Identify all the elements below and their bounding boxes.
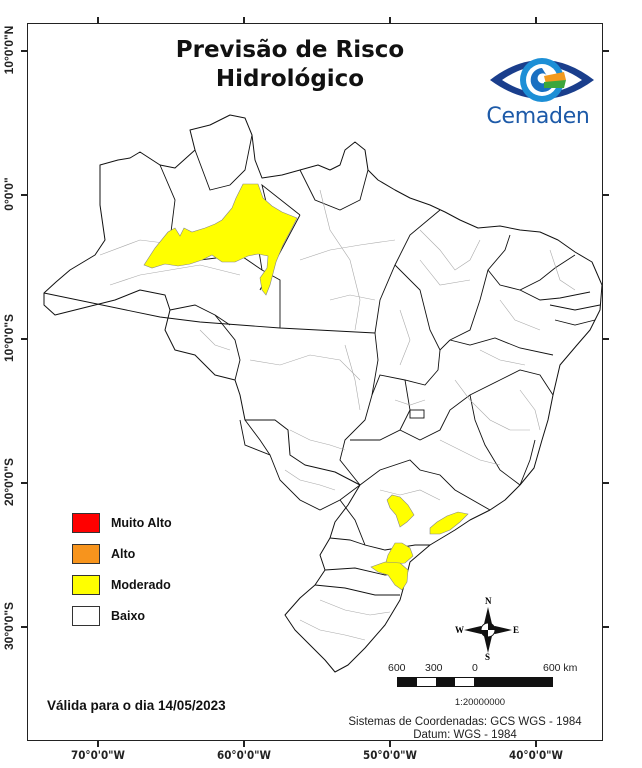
distrito-federal	[409, 409, 425, 419]
compass-w: W	[455, 625, 464, 635]
swatch-baixo	[72, 605, 100, 626]
brazil-risk-map	[43, 114, 602, 673]
legend-label: Moderado	[111, 577, 171, 592]
legend-item-muito-alto: Muito Alto	[72, 507, 172, 538]
scale-label-0: 0	[472, 662, 478, 674]
lat-tick	[603, 338, 609, 340]
validity-date: Válida para o dia 14/05/2023	[47, 698, 226, 713]
swatch-alto	[72, 543, 100, 564]
legend-item-alto: Alto	[72, 538, 172, 569]
scale-ratio: 1:20000000	[454, 697, 506, 708]
datum-line: Datum: WGS - 1984	[413, 729, 517, 741]
lat-label-10n: 10°0'0"N	[2, 25, 16, 75]
swatch-muito-alto	[72, 512, 100, 533]
lat-tick	[21, 482, 27, 484]
lon-tick	[535, 17, 537, 23]
cemaden-logo-icon	[490, 58, 594, 102]
coordinate-system: Sistemas de Coordenadas: GCS WGS - 1984 …	[330, 716, 600, 742]
risk-region-amazonas	[143, 183, 298, 296]
lat-tick	[21, 194, 27, 196]
north-arrow-icon: N S W E	[455, 596, 519, 662]
risk-region-sp-rj-coast	[429, 511, 469, 535]
lat-label-20s: 20°0'0"S	[2, 457, 16, 507]
map-title: Previsão de Risco Hidrológico	[150, 36, 430, 94]
swatch-moderado	[72, 574, 100, 595]
lon-label-50w: 50°0'0"W	[363, 748, 417, 762]
moderate-risk-regions	[143, 183, 469, 591]
lon-label-70w: 70°0'0"W	[71, 748, 125, 762]
lon-tick	[97, 17, 99, 23]
lat-tick	[21, 338, 27, 340]
lon-label-40w: 40°0'0"W	[509, 748, 563, 762]
cemaden-logo-text: Cemaden	[486, 104, 590, 129]
lat-tick	[603, 626, 609, 628]
lat-label-10s: 10°0'0"S	[2, 313, 16, 363]
lat-label-0: 0°0'0"	[2, 177, 16, 211]
legend-label: Alto	[111, 546, 136, 561]
scale-label-600: 600	[388, 662, 406, 674]
risk-region-santa-catarina	[370, 561, 409, 591]
lat-label-30s: 30°0'0"S	[2, 601, 16, 651]
lon-tick	[535, 741, 537, 747]
lat-tick	[603, 50, 609, 52]
legend-item-baixo: Baixo	[72, 600, 172, 631]
legend-label: Muito Alto	[111, 515, 172, 530]
map-frame	[27, 23, 603, 741]
legend: Muito Alto Alto Moderado Baixo	[72, 507, 172, 631]
lon-tick	[243, 17, 245, 23]
legend-label: Baixo	[111, 608, 146, 623]
lon-tick	[389, 741, 391, 747]
compass-n: N	[485, 596, 492, 606]
scale-label-300: 300	[425, 662, 443, 674]
coordinate-system-line: Sistemas de Coordenadas: GCS WGS - 1984	[348, 716, 582, 728]
scale-label-600km: 600 km	[543, 662, 578, 674]
lat-tick	[603, 482, 609, 484]
lat-tick	[21, 50, 27, 52]
compass-e: E	[513, 625, 519, 635]
lat-tick	[21, 626, 27, 628]
lon-tick	[389, 17, 391, 23]
scale-bar	[397, 677, 553, 687]
risk-region-sp-interior	[386, 494, 415, 528]
lon-label-60w: 60°0'0"W	[217, 748, 271, 762]
lon-tick	[243, 741, 245, 747]
legend-item-moderado: Moderado	[72, 569, 172, 600]
title-line-2: Hidrológico	[215, 66, 365, 92]
title-line-1: Previsão de Risco	[175, 37, 405, 63]
compass-s: S	[485, 652, 490, 662]
lon-tick	[97, 741, 99, 747]
lat-tick	[603, 194, 609, 196]
